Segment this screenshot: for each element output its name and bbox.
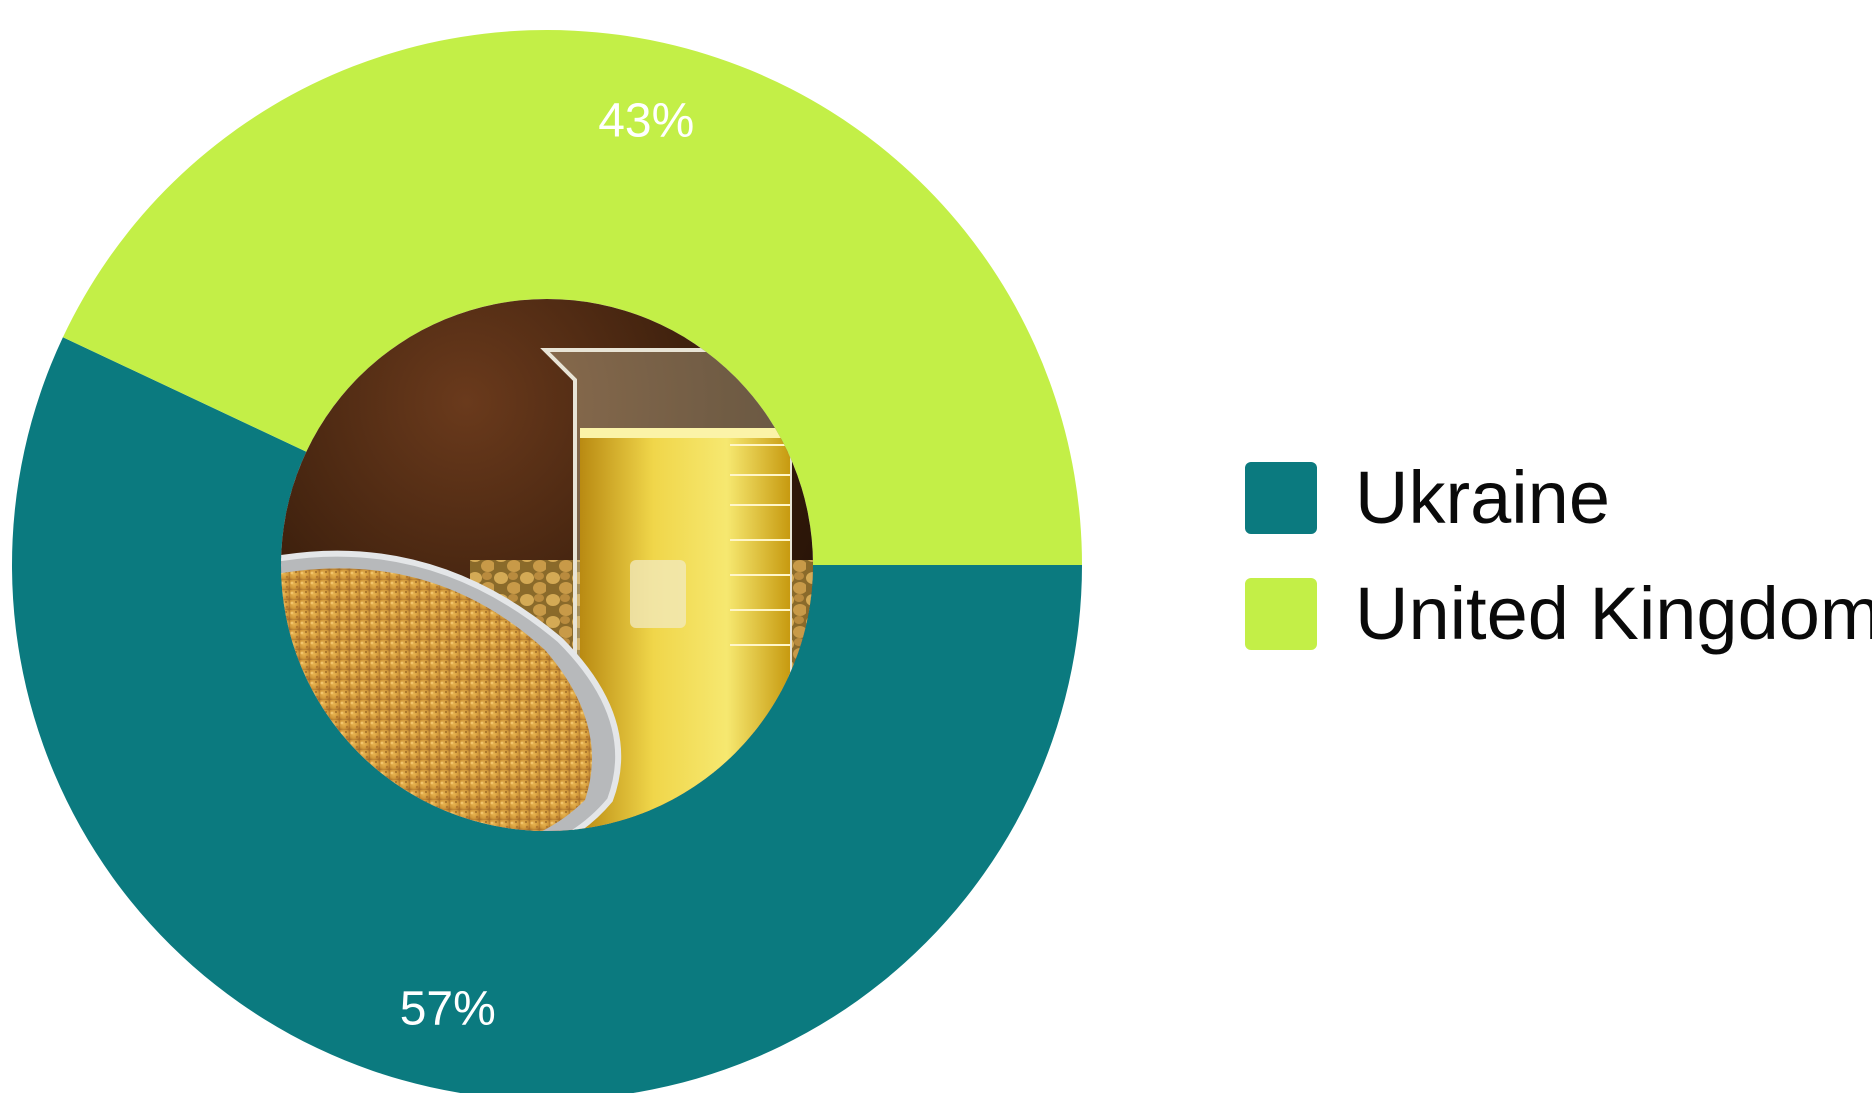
legend-item-united-kingdom: United Kingdom <box>1245 572 1872 655</box>
slice-united-kingdom <box>62 30 1082 565</box>
slice-ukraine <box>12 337 1082 1093</box>
legend-label-ukraine: Ukraine <box>1355 456 1610 539</box>
legend-swatch-ukraine <box>1245 462 1317 534</box>
legend-item-ukraine: Ukraine <box>1245 456 1872 539</box>
donut-slices <box>12 30 1082 1093</box>
chart-legend: Ukraine United Kingdom <box>1245 456 1872 694</box>
slice-labels: 57% 43% <box>400 94 695 1035</box>
legend-label-united-kingdom: United Kingdom <box>1355 572 1872 655</box>
legend-swatch-united-kingdom <box>1245 578 1317 650</box>
slice-label-ukraine: 57% <box>400 983 496 1036</box>
slice-label-united-kingdom: 43% <box>598 94 694 147</box>
